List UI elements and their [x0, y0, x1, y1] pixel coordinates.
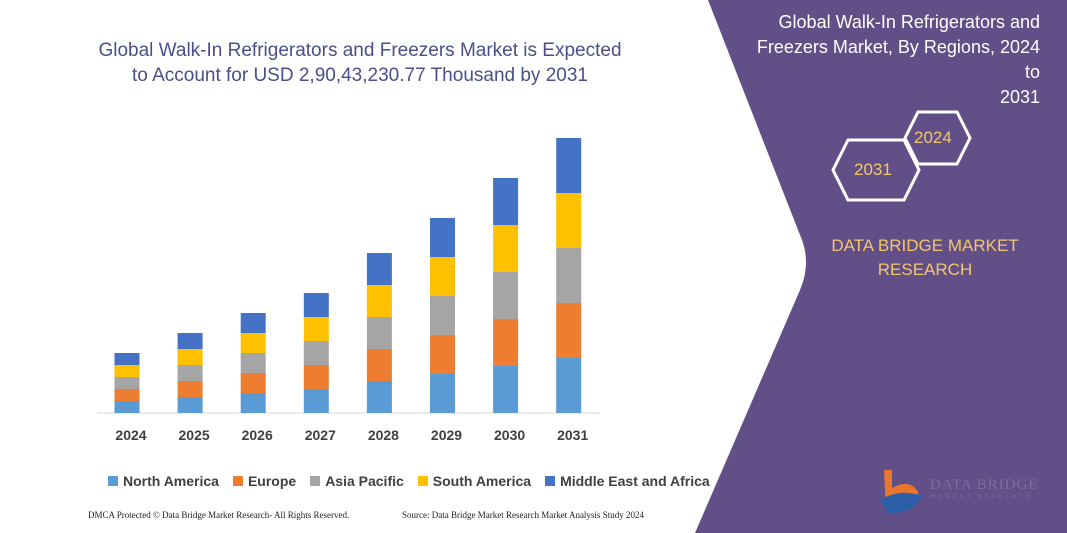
legend-swatch	[232, 476, 243, 486]
legend-label: Middle East and Africa	[560, 473, 710, 489]
x-tick-label: 2027	[305, 427, 336, 443]
legend-item: Asia Pacific	[310, 473, 404, 489]
bar-2030-europe	[493, 319, 519, 366]
bar-2029-south-america	[430, 257, 455, 296]
legend-label: South America	[432, 473, 532, 489]
bar-2029-middle-east-and-africa	[430, 218, 455, 257]
footer-copyright: DMCA Protected © Data Bridge Market Rese…	[88, 510, 350, 520]
bar-2025-asia-pacific	[177, 365, 203, 381]
legend-item: Middle East and Africa	[545, 473, 710, 489]
logo-line2: MARKET RESEARCH	[930, 494, 1034, 500]
x-tick-label: 2026	[242, 427, 273, 443]
bar-2028-asia-pacific	[366, 317, 392, 349]
bar-2031-south-america	[556, 193, 582, 248]
legend-item: South America	[417, 473, 532, 489]
footer-source: Source: Data Bridge Market Research Mark…	[402, 510, 644, 520]
purple-panel	[695, 0, 1067, 533]
bar-2030-asia-pacific	[493, 272, 519, 319]
bar-2029-europe	[430, 335, 455, 374]
chart-title: Global Walk-In Refrigerators and Freezer…	[95, 38, 625, 88]
legend-swatch	[545, 476, 556, 486]
bar-2026-north-america	[240, 393, 266, 413]
bar-2025-north-america	[177, 397, 203, 413]
bar-2024-middle-east-and-africa	[114, 353, 140, 365]
legend: North America Europe Asia Pacific South Ame…	[108, 473, 710, 489]
panel-title-line3: 2031	[999, 87, 1040, 107]
legend-item: North America	[108, 473, 219, 489]
logo-icon	[880, 470, 922, 514]
legend-item: Europe	[232, 473, 297, 489]
bar-2027-middle-east-and-africa	[303, 293, 329, 317]
brand-line2: RESEARCH	[877, 260, 973, 279]
bar-2029-asia-pacific	[430, 296, 455, 335]
x-tick-label: 2025	[179, 427, 210, 443]
x-tick-label: 2029	[431, 427, 462, 443]
legend-swatch	[108, 476, 118, 486]
panel-title-line1: Global Walk-In Refrigerators and	[778, 12, 1040, 32]
bar-2028-middle-east-and-africa	[366, 253, 392, 285]
bar-2025-south-america	[177, 349, 203, 365]
bar-2029-north-america	[430, 374, 455, 413]
bar-2025-europe	[177, 381, 203, 397]
legend-label: Europe	[247, 473, 297, 489]
bar-2024-europe	[114, 389, 140, 401]
bar-2031-asia-pacific	[556, 248, 582, 303]
x-tick-label: 2024	[115, 427, 146, 443]
hexagon-2031-icon	[831, 138, 921, 202]
x-tick-label: 2028	[368, 427, 399, 443]
logo-line1: DATA BRIDGE	[930, 477, 1039, 493]
hexagon-2024-icon	[903, 110, 972, 166]
hex-label-2031: 2031	[854, 160, 892, 179]
bar-2028-north-america	[366, 381, 392, 413]
chart-title-line1: Global Walk-In Refrigerators and Freezer…	[98, 40, 622, 61]
brand-line1: DATA BRIDGE MARKET	[831, 236, 1019, 255]
logo-text: DATA BRIDGE MARKET RESEARCH	[930, 477, 1039, 500]
chart-title-line2: to Account for USD 2,90,43,230.77 Thousa…	[132, 65, 588, 86]
panel-title: Global Walk-In Refrigerators and Freezer…	[740, 10, 1040, 110]
bar-2026-south-america	[240, 333, 266, 353]
brand-text: DATA BRIDGE MARKET RESEARCH	[800, 234, 1050, 282]
legend-label: North America	[123, 473, 219, 489]
bar-2026-asia-pacific	[240, 353, 266, 373]
bar-2030-middle-east-and-africa	[493, 178, 519, 225]
legend-label: Asia Pacific	[325, 473, 404, 489]
bar-2027-asia-pacific	[303, 341, 329, 365]
bar-2030-north-america	[493, 366, 519, 413]
bar-2031-europe	[556, 303, 582, 358]
bar-2027-europe	[303, 365, 329, 389]
bar-2027-north-america	[303, 389, 329, 413]
x-tick-label: 2031	[557, 427, 588, 443]
bar-2024-asia-pacific	[114, 377, 140, 389]
hex-label-2024: 2024	[914, 128, 952, 147]
bar-2031-middle-east-and-africa	[556, 138, 582, 193]
bar-2024-south-america	[114, 365, 140, 377]
bar-2026-middle-east-and-africa	[240, 313, 266, 333]
bar-2028-south-america	[366, 285, 392, 317]
bar-2027-south-america	[303, 317, 329, 341]
legend-swatch	[310, 476, 321, 486]
bar-2028-europe	[366, 349, 392, 381]
bar-2024-north-america	[114, 401, 140, 413]
legend-swatch	[417, 476, 428, 486]
bar-2030-south-america	[493, 225, 519, 272]
panel-title-line2: Freezers Market, By Regions, 2024 to	[756, 37, 1040, 82]
bar-2025-middle-east-and-africa	[177, 333, 203, 349]
x-tick-label: 2030	[494, 427, 525, 443]
bar-2031-north-america	[556, 358, 582, 413]
bar-2026-europe	[240, 373, 266, 393]
